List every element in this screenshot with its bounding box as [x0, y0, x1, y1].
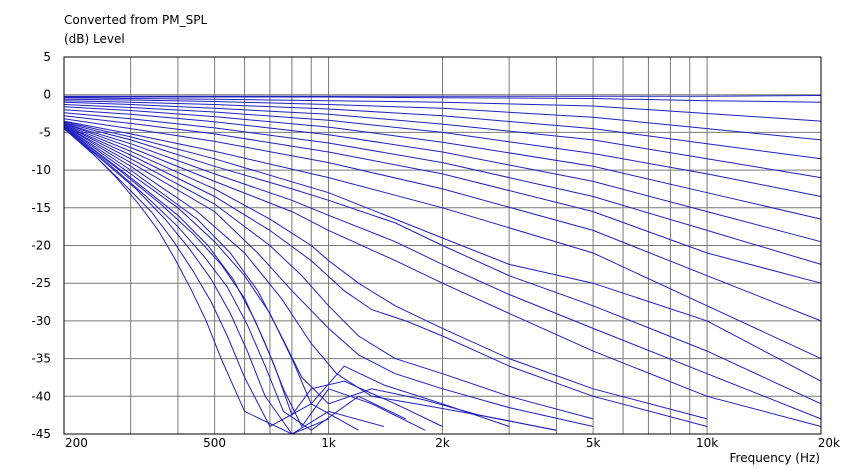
series-line	[64, 96, 822, 103]
series-line	[63, 125, 510, 427]
plot-frame	[63, 56, 822, 435]
x-tick-label: 10k	[696, 436, 718, 450]
series-line	[63, 125, 594, 427]
series-lines	[63, 95, 822, 435]
x-tick-label: 20k	[818, 436, 840, 450]
series-line	[63, 128, 329, 435]
x-axis-label: Frequency (Hz)	[730, 451, 821, 465]
y-tick-label: -35	[31, 352, 51, 366]
y-tick-label: -45	[31, 427, 51, 441]
series-line	[63, 124, 594, 420]
series-line	[63, 124, 708, 427]
series-line	[63, 127, 407, 431]
y-tick-label: -20	[31, 239, 51, 253]
series-line	[63, 125, 557, 431]
series-line	[63, 115, 822, 284]
y-tick-label: 0	[43, 88, 51, 102]
y-tick-label: 5	[43, 50, 51, 64]
y-tick-label: -15	[31, 201, 51, 215]
series-line	[63, 100, 822, 160]
series-line	[63, 123, 708, 420]
x-tick-label: 1k	[321, 436, 336, 450]
series-line	[63, 120, 822, 360]
series-line	[63, 106, 822, 220]
y-tick-label: -40	[31, 389, 51, 403]
y-tick-label: -10	[31, 163, 51, 177]
series-line	[63, 121, 822, 382]
series-line	[63, 126, 426, 431]
series-line	[63, 118, 822, 322]
x-tick-label: 200	[65, 436, 88, 450]
x-tick-label: 500	[203, 436, 226, 450]
y-tick-label: -5	[39, 125, 51, 139]
series-line	[63, 125, 557, 431]
series-line	[63, 122, 822, 420]
series-line	[63, 104, 822, 197]
y-tick-label: -25	[31, 276, 51, 290]
series-line	[63, 98, 822, 141]
series-line	[63, 122, 822, 405]
series-line	[64, 95, 822, 97]
tick-labels: 5 0 -5 -10 -15 -20 -25 -30 -35 -40 -45 200 500 1k 2k 5k…	[31, 50, 840, 450]
y-tick-label: -30	[31, 314, 51, 328]
series-line	[63, 109, 822, 243]
y-axis-label: (dB) Level	[64, 32, 125, 46]
series-line	[63, 122, 822, 427]
series-line	[63, 128, 359, 431]
series-line	[63, 127, 385, 435]
x-tick-label: 5k	[586, 436, 601, 450]
series-line	[63, 97, 822, 122]
series-line	[63, 101, 822, 179]
chart-title: Converted from PM_SPL	[64, 13, 207, 27]
x-tick-label: 2k	[435, 436, 450, 450]
series-line	[63, 112, 822, 265]
